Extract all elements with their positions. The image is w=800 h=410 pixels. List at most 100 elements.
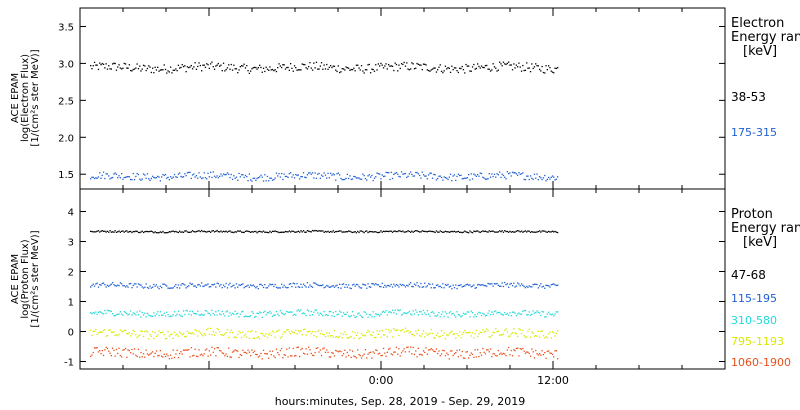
- data-point: [420, 311, 422, 313]
- data-point: [468, 284, 470, 286]
- data-point: [540, 314, 542, 317]
- x-tick-label-1200: 12:00: [537, 374, 569, 387]
- data-point: [248, 231, 250, 233]
- data-point: [244, 351, 247, 354]
- data-point: [212, 66, 214, 68]
- data-point: [90, 286, 92, 288]
- data-point: [132, 353, 134, 355]
- data-point: [379, 330, 381, 332]
- data-point: [433, 173, 435, 176]
- data-point: [539, 68, 541, 71]
- data-point: [238, 316, 240, 318]
- data-point: [154, 231, 156, 233]
- data-point: [279, 287, 281, 289]
- data-point: [330, 356, 332, 358]
- data-point: [221, 334, 223, 336]
- data-point: [234, 310, 236, 312]
- data-point: [508, 286, 510, 288]
- data-point: [349, 175, 351, 177]
- data-point: [308, 310, 310, 312]
- data-point: [159, 285, 161, 287]
- data-point: [478, 231, 480, 233]
- data-point: [376, 284, 378, 286]
- data-point: [550, 70, 552, 72]
- data-point: [492, 313, 494, 315]
- data-point: [299, 231, 301, 233]
- data-point: [117, 335, 119, 337]
- data-point: [127, 314, 129, 316]
- data-point: [269, 332, 271, 334]
- data-point: [391, 354, 394, 356]
- data-point: [465, 313, 467, 315]
- data-point: [171, 315, 173, 317]
- data-point: [528, 67, 530, 69]
- data-point: [384, 65, 386, 67]
- data-point: [475, 329, 477, 331]
- data-point: [509, 312, 511, 314]
- data-point: [523, 178, 525, 181]
- data-point: [390, 353, 392, 355]
- data-point: [539, 353, 541, 355]
- data-point: [464, 285, 466, 287]
- data-point: [315, 230, 318, 232]
- data-point: [262, 180, 265, 182]
- data-point: [233, 231, 235, 234]
- data-point: [528, 328, 530, 330]
- data-point: [126, 312, 128, 315]
- data-point: [102, 282, 105, 284]
- data-point: [505, 328, 507, 330]
- data-point: [117, 66, 119, 68]
- data-point: [549, 178, 551, 180]
- data-point: [237, 179, 239, 181]
- data-point: [171, 177, 173, 179]
- data-point: [144, 330, 146, 333]
- data-point: [231, 285, 234, 287]
- data-point: [171, 230, 173, 232]
- data-point: [537, 311, 539, 313]
- data-point: [323, 334, 325, 336]
- data-point: [471, 353, 474, 356]
- y-tick-label: 2.5: [58, 96, 74, 107]
- data-point: [474, 174, 476, 176]
- data-point: [504, 353, 506, 355]
- data-point: [363, 353, 365, 355]
- data-point: [382, 286, 385, 288]
- data-point: [99, 231, 101, 233]
- data-point: [550, 352, 552, 354]
- data-point: [273, 285, 275, 288]
- data-point: [456, 175, 458, 178]
- data-point: [198, 330, 200, 332]
- data-point: [264, 174, 266, 176]
- data-point: [124, 347, 127, 350]
- data-point: [101, 350, 103, 352]
- data-point: [141, 286, 143, 288]
- data-point: [188, 285, 190, 287]
- data-point: [306, 331, 309, 333]
- data-point: [97, 351, 100, 353]
- data-point: [390, 329, 392, 332]
- data-point: [108, 285, 110, 287]
- data-point: [548, 311, 550, 313]
- data-point: [186, 349, 189, 351]
- data-point: [473, 356, 475, 358]
- data-point: [216, 175, 218, 177]
- data-point: [148, 314, 150, 316]
- data-point: [394, 309, 396, 311]
- data-point: [416, 62, 418, 65]
- data-point: [505, 178, 507, 180]
- data-point: [544, 174, 546, 177]
- data-point: [197, 310, 199, 312]
- data-point: [539, 176, 541, 178]
- data-point: [470, 173, 472, 175]
- data-point: [393, 69, 395, 72]
- data-point: [185, 335, 187, 338]
- data-point: [237, 230, 239, 232]
- data-point: [452, 69, 454, 71]
- data-point: [159, 350, 161, 352]
- data-point: [181, 64, 183, 66]
- data-point: [429, 70, 431, 72]
- data-point: [145, 283, 147, 285]
- data-point: [122, 230, 124, 232]
- data-point: [317, 347, 319, 349]
- data-point: [308, 66, 310, 68]
